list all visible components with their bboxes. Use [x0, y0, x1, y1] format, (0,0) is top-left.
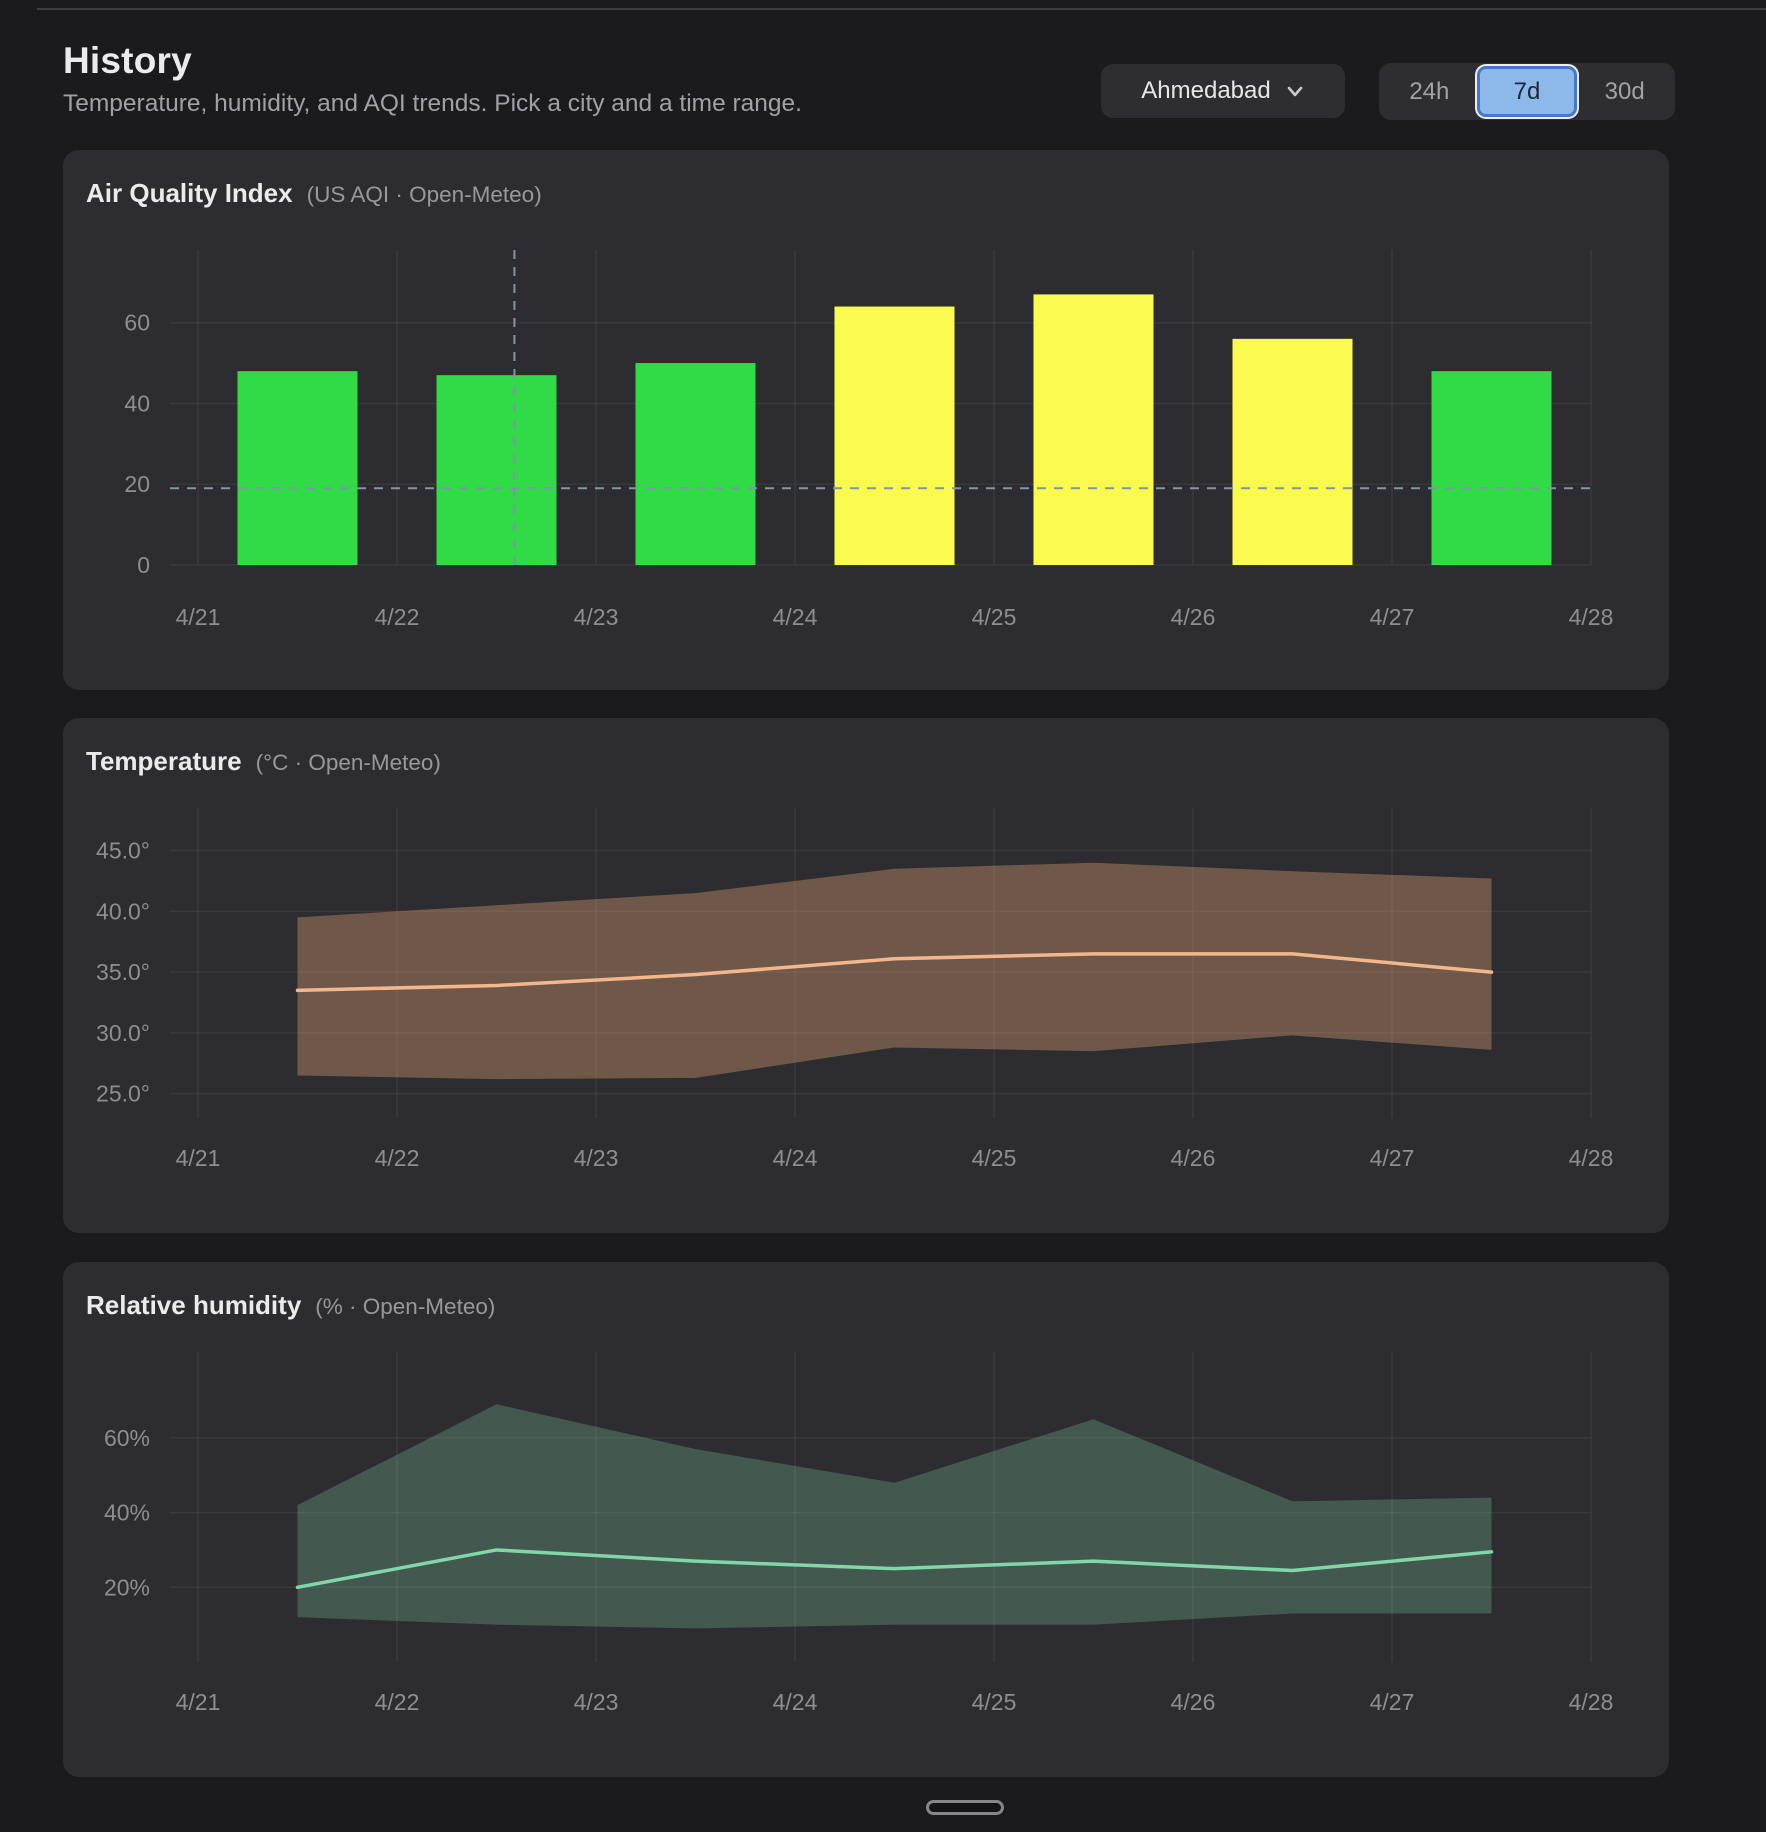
aqi-chart-subtitle: (US AQI · Open-Meteo)	[306, 182, 542, 207]
temperature-chart-title: Temperature	[86, 746, 242, 776]
aqi-bar-4/21	[237, 371, 358, 565]
x-axis-label: 4/26	[1171, 604, 1216, 630]
x-axis-label: 4/25	[972, 604, 1017, 630]
x-axis-label: 4/23	[574, 604, 619, 630]
city-select-value: Ahmedabad	[1141, 77, 1271, 104]
y-axis-label: 60	[124, 310, 150, 336]
x-axis-label: 4/23	[574, 1145, 619, 1171]
x-axis-label: 4/24	[773, 1689, 818, 1715]
aqi-bar-4/23	[635, 363, 756, 565]
range-30d-button[interactable]: 30d	[1577, 66, 1672, 117]
time-range-segmented-control: 24h 7d 30d	[1379, 63, 1675, 120]
city-select[interactable]: Ahmedabad	[1101, 64, 1345, 118]
aqi-bar-4/24	[834, 306, 955, 565]
y-axis-label: 20	[124, 471, 150, 497]
x-axis-label: 4/24	[773, 1145, 818, 1171]
x-axis-label: 4/28	[1569, 1145, 1614, 1171]
x-axis-label: 4/25	[972, 1689, 1017, 1715]
humidity-band-chart[interactable]: 20% 40% 60% 4/21 4/22 4/23 4/24 4/25 4/26 4/27 4/2…	[63, 1262, 1669, 1777]
temperature-band-chart[interactable]: 25.0° 30.0° 35.0° 40.0° 45.0° 4/21 4/22 4/23 4/2…	[63, 718, 1669, 1233]
aqi-bar-4/27	[1431, 371, 1552, 565]
x-axis-label: 4/26	[1171, 1689, 1216, 1715]
page-title: History	[63, 40, 192, 81]
card-humidity: Relative humidity (% · Open-Meteo) 20% 40…	[63, 1262, 1669, 1777]
home-indicator-handle[interactable]	[926, 1800, 1004, 1815]
aqi-bar-chart[interactable]: 0 20 40 60 4/21 4/22 4/23 4/24 4/25 4/26 4/27 4/28	[63, 150, 1669, 690]
y-axis-label: 25.0°	[96, 1081, 150, 1107]
y-axis-label: 40%	[104, 1500, 150, 1526]
y-axis-label: 20%	[104, 1574, 150, 1600]
card-air-quality: Air Quality Index (US AQI · Open-Meteo) …	[63, 150, 1669, 690]
humidity-chart-title: Relative humidity	[86, 1290, 302, 1320]
x-axis-label: 4/21	[176, 604, 221, 630]
aqi-bar-4/26	[1232, 338, 1353, 565]
y-axis-label: 40	[124, 390, 150, 416]
aqi-bar-4/22	[436, 375, 557, 565]
y-axis-label: 0	[137, 552, 150, 578]
y-axis-label: 35.0°	[96, 959, 150, 985]
x-axis-label: 4/25	[972, 1145, 1017, 1171]
humidity-chart-subtitle: (% · Open-Meteo)	[315, 1294, 496, 1319]
aqi-chart-title: Air Quality Index	[86, 178, 293, 208]
y-axis-label: 45.0°	[96, 838, 150, 864]
y-axis-label: 40.0°	[96, 898, 150, 924]
aqi-bar-4/25	[1033, 294, 1154, 565]
range-7d-button[interactable]: 7d	[1476, 66, 1578, 117]
y-axis-label: 30.0°	[96, 1020, 150, 1046]
range-24h-button[interactable]: 24h	[1382, 66, 1477, 117]
x-axis-label: 4/24	[773, 604, 818, 630]
x-axis-label: 4/21	[176, 1689, 221, 1715]
temperature-min-max-band	[297, 862, 1492, 1080]
x-axis-label: 4/22	[375, 1689, 420, 1715]
page-subtitle: Temperature, humidity, and AQI trends. P…	[63, 90, 802, 117]
x-axis-label: 4/27	[1370, 1145, 1415, 1171]
x-axis-label: 4/22	[375, 604, 420, 630]
x-axis-label: 4/28	[1569, 1689, 1614, 1715]
card-temperature: Temperature (°C · Open-Meteo) 25.0° 30.0°…	[63, 718, 1669, 1233]
y-axis-label: 60%	[104, 1425, 150, 1451]
temperature-chart-subtitle: (°C · Open-Meteo)	[255, 750, 441, 775]
x-axis-label: 4/28	[1569, 604, 1614, 630]
x-axis-label: 4/27	[1370, 1689, 1415, 1715]
x-axis-label: 4/26	[1171, 1145, 1216, 1171]
chevron-down-icon	[1285, 81, 1305, 101]
humidity-mean-line	[295, 1548, 1494, 1590]
x-axis-label: 4/27	[1370, 604, 1415, 630]
x-axis-label: 4/21	[176, 1145, 221, 1171]
x-axis-label: 4/22	[375, 1145, 420, 1171]
x-axis-label: 4/23	[574, 1689, 619, 1715]
top-divider	[37, 8, 1766, 10]
temperature-mean-line	[295, 952, 1494, 993]
